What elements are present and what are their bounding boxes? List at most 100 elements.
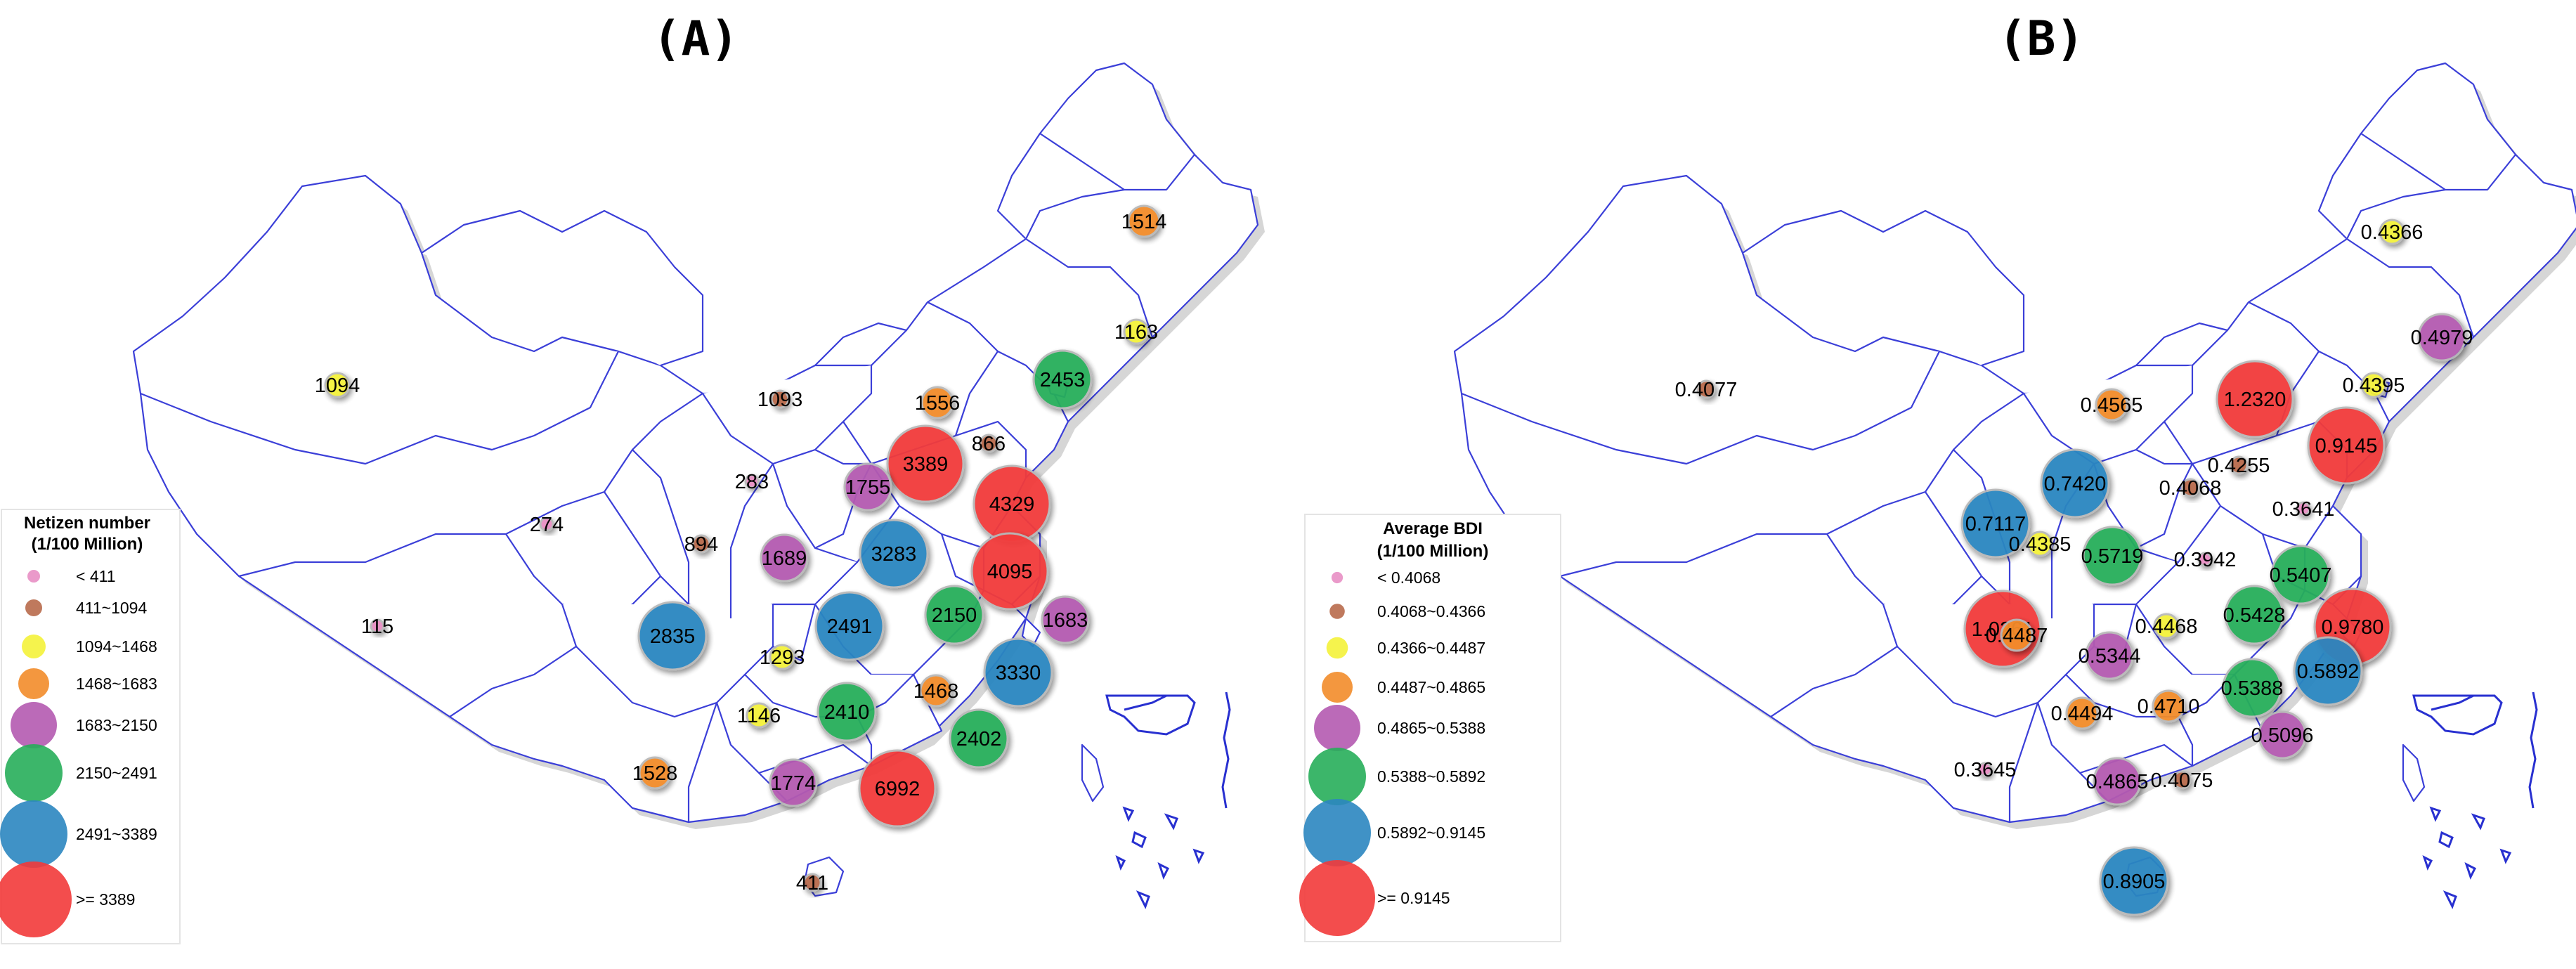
- bubble-label: 1556: [915, 392, 961, 415]
- bubble: 0.8905: [2099, 846, 2169, 916]
- bubble-circle: [1041, 595, 1090, 644]
- bubble-label: 283: [735, 471, 769, 493]
- bubble: 2150: [924, 585, 984, 645]
- bubble: 115: [361, 616, 393, 638]
- bubble: 1293: [760, 644, 805, 670]
- bubble: 0.5407: [2270, 545, 2331, 605]
- bubble: 0.4068: [2159, 477, 2222, 500]
- bubble-label: 894: [684, 533, 718, 556]
- bubble: 0.5428: [2223, 585, 2285, 645]
- bubble: 0.4565: [2081, 388, 2143, 422]
- bubble-label: 0.5719: [2081, 545, 2144, 568]
- bubble: 411: [796, 872, 828, 895]
- bubble: 1163: [1114, 318, 1158, 345]
- legend-label: < 411: [76, 567, 116, 585]
- bubble-label: 0.4366: [2361, 221, 2424, 244]
- bubble-circle: [2270, 545, 2331, 605]
- bubble: 3330: [983, 637, 1053, 708]
- bubble-circle: [2172, 770, 2192, 790]
- bubble: 0.5719: [2081, 526, 2144, 586]
- legend-swatch: [1299, 860, 1375, 936]
- legend-swatch: [22, 635, 46, 658]
- bubble-label: 274: [530, 514, 564, 536]
- legend-label: 0.4366~0.4487: [1377, 639, 1485, 657]
- legend-label: 1468~1683: [76, 675, 157, 693]
- bubble-circle: [1696, 379, 1716, 399]
- panel-b-bubbles: 0.4366 0.4979 0.4077 0.4565 1.2320 0.4395 0.91…: [1675, 219, 2473, 916]
- bubble-circle: [769, 644, 795, 670]
- legend-swatch: [1314, 705, 1360, 751]
- panel-a-title: (A): [653, 11, 739, 67]
- legend-swatch: [1303, 799, 1371, 866]
- legend-label: 2150~2491: [76, 764, 157, 782]
- panel-a-south-china-sea-inset: [1105, 691, 1231, 909]
- legend-label: 0.5892~0.9145: [1377, 824, 1485, 842]
- bubble-circle: [2307, 406, 2386, 485]
- bubble-circle: [2040, 448, 2110, 519]
- legend-swatch: [18, 668, 49, 699]
- bubble-circle: [2000, 618, 2034, 652]
- bubble-label: 411: [796, 872, 828, 895]
- legend-swatch: [27, 570, 40, 583]
- bubble: 1094: [315, 372, 360, 398]
- bubble-label: 1468: [913, 680, 959, 703]
- bubble-label: 1528: [632, 762, 678, 785]
- bubble-circle: [949, 708, 1009, 769]
- bubble-label: 4095: [987, 561, 1033, 583]
- bubble-circle: [886, 424, 965, 503]
- bubble: 0.4979: [2411, 313, 2473, 362]
- bubble: 4329: [972, 464, 1051, 543]
- bubble-circle: [2224, 585, 2284, 645]
- bubble-label: 0.4468: [2135, 616, 2198, 638]
- bubble-label: 0.4979: [2411, 327, 2473, 349]
- bubble: 0.9145: [2307, 406, 2386, 485]
- bubble: 283: [735, 471, 769, 493]
- bubble-circle: [2417, 313, 2466, 362]
- bubble: 3283: [859, 519, 929, 589]
- bubble: 1468: [913, 674, 959, 708]
- bubble-label: 1.2320: [2224, 389, 2286, 411]
- bubble: 2491: [814, 591, 885, 661]
- bubble-label: 2150: [932, 604, 977, 627]
- bubble-circle: [814, 591, 885, 661]
- bubble-label: 2410: [824, 701, 870, 724]
- bubble-circle: [1127, 204, 1161, 238]
- bubble-label: 0.8905: [2103, 871, 2166, 893]
- bubble-label: 3330: [996, 662, 1041, 684]
- bubble-circle: [2027, 531, 2053, 557]
- bubble-label: 0.4565: [2081, 394, 2143, 417]
- bubble-label: 0.5388: [2221, 677, 2284, 700]
- bubble: 0.3641: [2272, 498, 2335, 521]
- bubble: 0.4255: [2208, 455, 2270, 477]
- panel-b-title: (B): [1998, 11, 2085, 67]
- legend-title: Average BDI: [1383, 519, 1483, 538]
- legend-label: 0.5388~0.5892: [1377, 767, 1485, 786]
- bubble-label: 0.7117: [1965, 513, 2027, 535]
- bubble-label: 2402: [956, 728, 1002, 750]
- bubble-circle: [2379, 219, 2405, 245]
- bubble: 1556: [915, 386, 961, 420]
- bubble: 0.4366: [2361, 219, 2424, 245]
- bubble-label: 0.5096: [2251, 724, 2314, 747]
- bubble: 1683: [1041, 595, 1090, 644]
- bubble: 0.4075: [2151, 769, 2213, 792]
- bubble-label: 0.5892: [2297, 661, 2360, 683]
- bubble-circle: [370, 618, 385, 634]
- bubble-circle: [2152, 689, 2185, 723]
- bubble: 0.4395: [2343, 372, 2405, 398]
- bubble-label: 2453: [1040, 369, 1086, 391]
- bubble-circle: [919, 674, 953, 708]
- bubble-circle: [2180, 478, 2200, 497]
- bubble: 0.4487: [1986, 618, 2048, 652]
- bubble-circle: [746, 702, 772, 729]
- bubble-label: 3283: [871, 543, 917, 566]
- bubble-circle: [2293, 636, 2363, 706]
- bubble-label: 0.4395: [2343, 375, 2405, 397]
- panel-b: (B) Average BDI (1/100 Million) < 0.4068 0.…: [1299, 11, 2576, 942]
- bubble-circle: [2360, 372, 2387, 398]
- bubble-label: 0.4494: [2051, 703, 2114, 725]
- bubble: 0.7117: [1960, 488, 2031, 559]
- bubble-circle: [2222, 658, 2282, 718]
- bubble-label: 0.4487: [1986, 625, 2048, 647]
- bubble-circle: [2197, 552, 2213, 567]
